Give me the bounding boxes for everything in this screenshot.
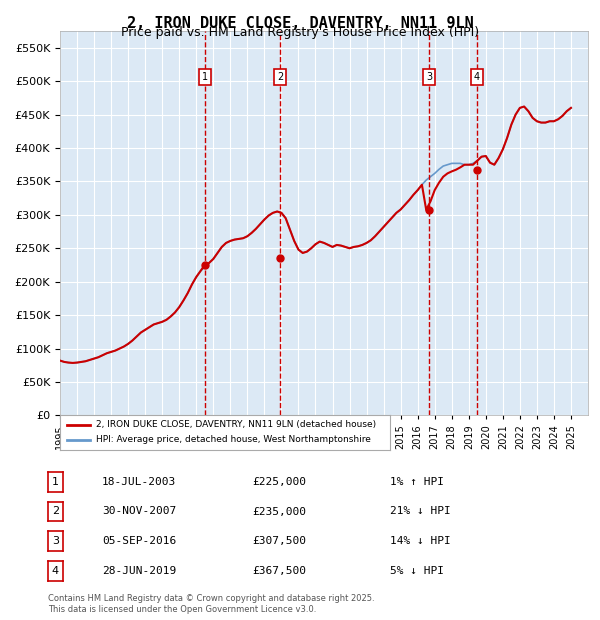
Text: 05-SEP-2016: 05-SEP-2016 [102,536,176,546]
Text: 21% ↓ HPI: 21% ↓ HPI [390,507,451,516]
Text: 1: 1 [52,477,59,487]
Text: 18-JUL-2003: 18-JUL-2003 [102,477,176,487]
Text: Contains HM Land Registry data © Crown copyright and database right 2025.
This d: Contains HM Land Registry data © Crown c… [48,595,374,614]
Text: 5% ↓ HPI: 5% ↓ HPI [390,566,444,576]
Text: 2: 2 [52,507,59,516]
Text: 2: 2 [277,72,283,82]
Text: 4: 4 [52,566,59,576]
Text: £235,000: £235,000 [252,507,306,516]
Text: 2, IRON DUKE CLOSE, DAVENTRY, NN11 9LN (detached house): 2, IRON DUKE CLOSE, DAVENTRY, NN11 9LN (… [96,420,376,430]
Text: Price paid vs. HM Land Registry's House Price Index (HPI): Price paid vs. HM Land Registry's House … [121,26,479,39]
Text: 14% ↓ HPI: 14% ↓ HPI [390,536,451,546]
Text: £225,000: £225,000 [252,477,306,487]
Text: 1: 1 [202,72,209,82]
Text: 3: 3 [52,536,59,546]
Text: £367,500: £367,500 [252,566,306,576]
Text: 30-NOV-2007: 30-NOV-2007 [102,507,176,516]
Text: HPI: Average price, detached house, West Northamptonshire: HPI: Average price, detached house, West… [96,435,371,445]
Text: 2, IRON DUKE CLOSE, DAVENTRY, NN11 9LN: 2, IRON DUKE CLOSE, DAVENTRY, NN11 9LN [127,16,473,30]
Text: 4: 4 [474,72,480,82]
Text: £307,500: £307,500 [252,536,306,546]
Text: 3: 3 [426,72,433,82]
Text: 28-JUN-2019: 28-JUN-2019 [102,566,176,576]
Text: 1% ↑ HPI: 1% ↑ HPI [390,477,444,487]
